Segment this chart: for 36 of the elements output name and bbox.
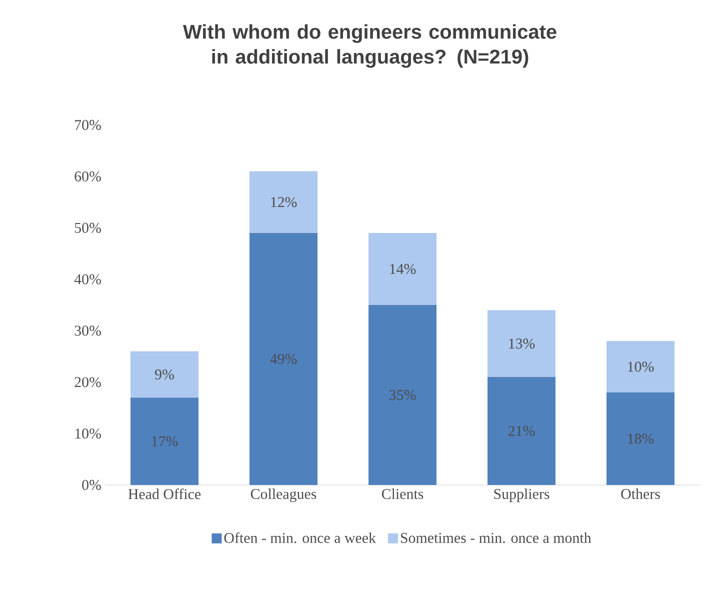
x-tick-label: Others <box>621 488 660 500</box>
bar <box>606 341 675 392</box>
bar <box>606 392 675 485</box>
data-label: 9% <box>155 369 174 380</box>
bar <box>250 171 318 233</box>
bar <box>130 398 198 485</box>
y-tick-label: 20% <box>74 377 101 388</box>
y-tick-label: 50% <box>74 222 101 233</box>
data-label: 35% <box>390 390 416 400</box>
chart-title: With whom do engineers communicate in additional languages? (N=219) <box>183 24 556 68</box>
y-tick-label: 70% <box>75 120 101 130</box>
x-tick-label: Head Office <box>128 488 201 500</box>
bar <box>368 305 437 485</box>
y-tick-label: 30% <box>74 326 101 336</box>
data-label: 17% <box>152 436 178 446</box>
legend-label: Often - min. once a week <box>224 532 376 544</box>
legend-label: Sometimes - min. once a month <box>400 532 592 544</box>
y-tick-label: 60% <box>74 171 101 182</box>
x-tick-label: Clients <box>382 488 424 500</box>
x-tick-label: Suppliers <box>494 488 550 502</box>
data-label: 10% <box>628 362 654 372</box>
bar <box>368 233 437 305</box>
data-label: 13% <box>509 338 535 349</box>
bar <box>130 351 198 398</box>
data-label: 49% <box>270 354 297 364</box>
bar <box>488 377 556 485</box>
y-tick-label: 40% <box>74 274 101 284</box>
data-label: 12% <box>271 197 297 208</box>
y-tick-label: 10% <box>75 428 101 439</box>
data-label: 21% <box>508 426 535 436</box>
data-label: 14% <box>390 264 416 274</box>
x-tick-label: Colleagues <box>250 488 316 502</box>
data-label: 18% <box>628 434 654 444</box>
bar <box>488 310 556 377</box>
y-tick-label: 0% <box>82 480 101 490</box>
bar <box>250 233 318 485</box>
